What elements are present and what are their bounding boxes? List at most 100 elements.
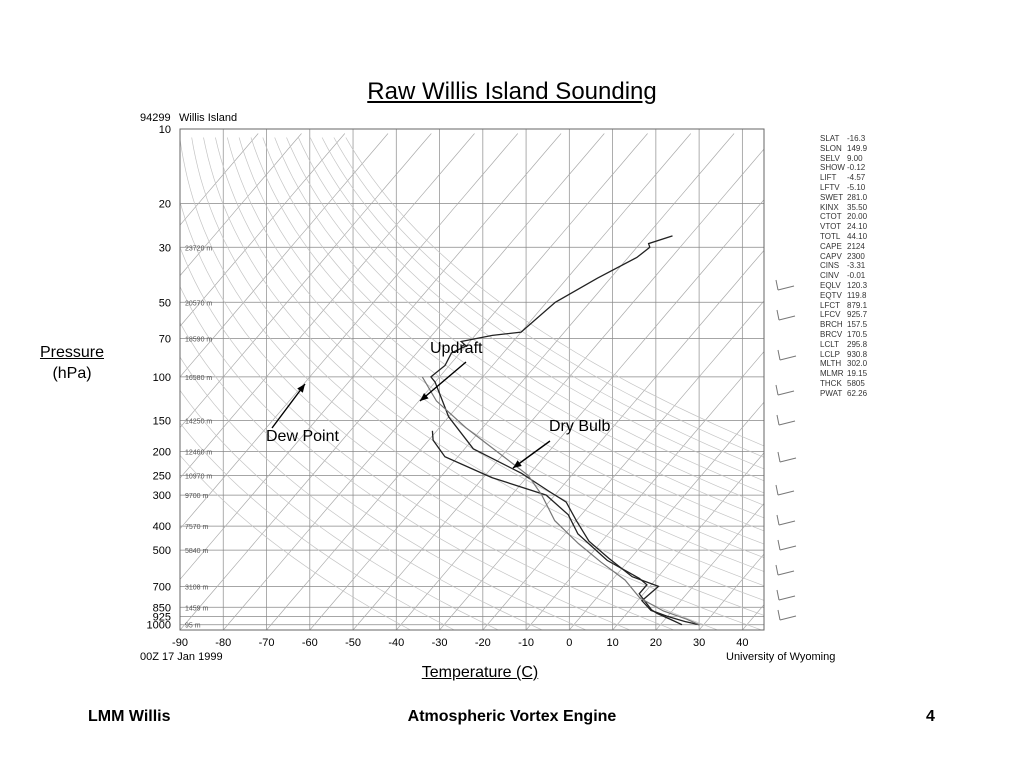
skewed-isotherm — [180, 133, 259, 226]
index-key: BRCV — [820, 330, 843, 339]
temperature-tick-label: -50 — [345, 637, 361, 649]
wind-barb — [777, 390, 795, 396]
index-key: VTOT — [820, 222, 842, 232]
dry-adiabat — [180, 422, 455, 630]
skewed-isotherm — [439, 249, 764, 630]
index-key: SWET — [820, 192, 844, 202]
dry-adiabat — [262, 137, 764, 532]
pressure-tick-label: 250 — [153, 471, 171, 483]
temperature-tick-label: -30 — [432, 637, 448, 649]
pressure-tick-label: 50 — [159, 297, 171, 309]
wind-barb — [779, 545, 797, 551]
index-value: 20.00 — [847, 212, 868, 222]
footer-page-number: 4 — [926, 708, 935, 725]
dry-adiabat — [298, 137, 764, 494]
height-label: 18590 m — [185, 336, 212, 343]
temperature-tick-label: 0 — [566, 637, 572, 649]
y-axis-label-line1: Pressure — [39, 344, 105, 361]
pressure-tick-label: 20 — [159, 199, 171, 211]
skewed-isotherm — [180, 133, 475, 479]
skewed-isotherm — [266, 133, 692, 630]
index-row: EQLV 120.3 — [820, 281, 880, 291]
y-axis-label-line2: (hPa) — [52, 365, 92, 382]
y-axis-label: Pressure (hPa) — [22, 342, 122, 384]
wind-barb — [779, 615, 797, 621]
pressure-tick-label: 10 — [159, 124, 171, 136]
wind-barb-flag — [776, 514, 780, 526]
index-row: PWAT 62.26 — [820, 389, 880, 399]
wind-barb — [779, 457, 797, 463]
height-label: 1459 m — [185, 605, 209, 612]
arrow-updraft-head — [420, 392, 429, 401]
index-row: THCK 5805 — [820, 379, 880, 389]
index-row: LFCV 925.7 — [820, 310, 880, 320]
index-value: 9.00 — [847, 153, 863, 163]
index-key: MLMR — [820, 369, 844, 379]
skewed-isotherm — [569, 401, 764, 630]
wind-barb — [778, 420, 796, 426]
height-label: 23720 m — [185, 245, 212, 252]
skewed-isotherm — [742, 604, 764, 630]
data-credit: University of Wyoming — [726, 651, 835, 663]
index-row: EQTV 119.8 — [820, 291, 880, 301]
index-value: 157.5 — [847, 320, 868, 330]
wind-barb-flag — [777, 609, 781, 621]
skewed-isotherm — [180, 133, 562, 580]
index-key: BRCH — [820, 320, 843, 330]
temperature-tick-label: 10 — [606, 637, 618, 649]
index-row: CINV -0.01 — [820, 271, 880, 281]
index-row: CINS -3.31 — [820, 261, 880, 271]
pressure-tick-label: 200 — [153, 446, 171, 458]
index-key: EQLV — [820, 281, 841, 290]
index-row: CAPV 2300 — [820, 252, 880, 262]
skewed-isotherm — [525, 351, 764, 630]
index-key: EQTV — [820, 290, 842, 300]
dry-adiabat — [345, 137, 764, 447]
height-label: 9700 m — [185, 493, 209, 500]
index-row: CAPE 2124 — [820, 242, 880, 252]
index-key: CTOT — [820, 212, 842, 222]
index-value: 149.9 — [847, 143, 868, 153]
index-value: 295.8 — [847, 339, 868, 349]
index-key: SLAT — [820, 134, 840, 143]
index-key: LFCV — [820, 310, 841, 320]
pressure-tick-label: 925 — [153, 611, 171, 623]
pressure-tick-label: 850 — [153, 602, 171, 614]
index-value: 44.10 — [847, 232, 868, 241]
index-value: 2124 — [847, 241, 865, 251]
index-row: BRCH 157.5 — [820, 320, 880, 330]
dry-adiabat — [309, 137, 764, 482]
pressure-tick-label: 1000 — [147, 620, 171, 632]
height-label: 3108 m — [185, 584, 209, 591]
index-row: VTOT 24.10 — [820, 222, 880, 232]
wind-barb-flag — [775, 564, 779, 576]
station-name: Willis Island — [179, 112, 237, 124]
pressure-tick-label: 100 — [153, 372, 171, 384]
skewed-isotherm — [655, 502, 764, 630]
index-row: SELV 9.00 — [820, 154, 880, 164]
index-key: THCK — [820, 379, 842, 388]
index-key: PWAT — [820, 388, 843, 398]
index-value: -16.3 — [847, 134, 866, 143]
index-value: 35.50 — [847, 202, 868, 212]
height-label: 20570 m — [185, 300, 212, 307]
index-row: LCLP 930.8 — [820, 350, 880, 360]
dry-adiabat — [286, 137, 764, 506]
index-value: 925.7 — [847, 310, 868, 320]
dry-adiabat — [333, 137, 764, 458]
dry-adiabat — [203, 137, 764, 601]
height-label: 14250 m — [185, 419, 212, 426]
index-value: 62.26 — [847, 388, 868, 398]
index-row: BRCV 170.5 — [820, 330, 880, 340]
height-label: 5840 m — [185, 548, 209, 555]
index-key: TOTL — [820, 232, 841, 241]
index-row: TOTL 44.10 — [820, 232, 880, 242]
pressure-tick-label: 70 — [159, 333, 171, 345]
dry-adiabat — [180, 356, 543, 630]
skewed-isotherm — [396, 199, 764, 630]
pressure-tick-label: 150 — [153, 416, 171, 428]
index-value: 930.8 — [847, 349, 868, 359]
temperature-tick-label: 40 — [736, 637, 748, 649]
index-key: SLON — [820, 143, 842, 153]
skew-t-chart: 1020305070100150200250300400500700850925… — [140, 112, 835, 663]
